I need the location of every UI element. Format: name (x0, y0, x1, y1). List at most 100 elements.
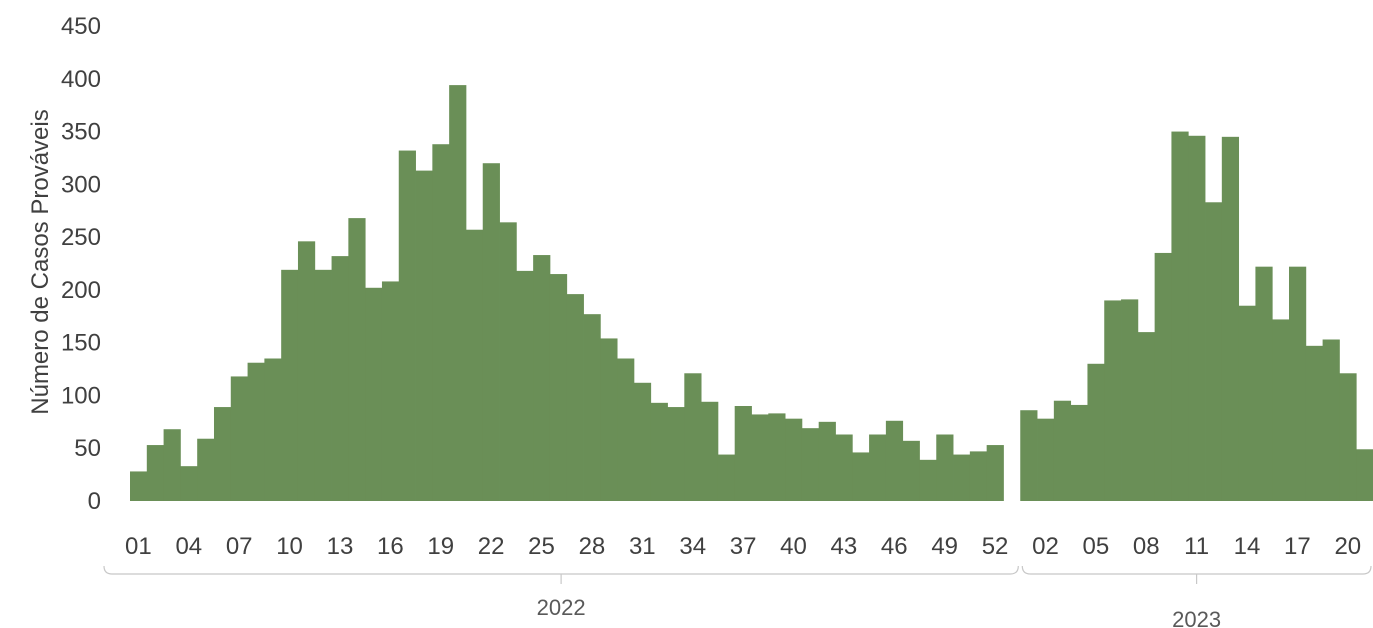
bar (633, 382, 652, 501)
y-tick-label: 400 (61, 66, 101, 93)
bar (1238, 305, 1256, 501)
bar (1305, 345, 1324, 501)
bars (130, 85, 1373, 502)
y-tick-label: 300 (61, 171, 101, 198)
bar (180, 466, 198, 501)
bar (1205, 202, 1223, 501)
bar (281, 269, 299, 501)
x-tick-label: 31 (629, 533, 656, 560)
x-tick-label: 46 (881, 533, 908, 560)
bar (1020, 410, 1038, 501)
bar (1322, 339, 1340, 501)
bar (365, 287, 383, 501)
bar (213, 407, 232, 501)
bar (885, 420, 904, 501)
bar (130, 471, 148, 501)
bar (146, 445, 164, 501)
bar (869, 434, 887, 501)
bar (1137, 332, 1156, 501)
bar (684, 373, 702, 501)
bar (381, 281, 400, 501)
x-tick-label: 13 (327, 533, 354, 560)
bar (1221, 136, 1240, 501)
x-tick-label: 43 (831, 533, 858, 560)
bar (1255, 266, 1273, 501)
bar (516, 270, 534, 501)
bar (1070, 404, 1088, 501)
y-axis-ticks: 0 50 100 150 200 250 300 350 400 450 (61, 13, 101, 515)
y-tick-label: 50 (74, 435, 101, 462)
bar (314, 269, 332, 501)
bar (348, 218, 366, 502)
bar (398, 150, 416, 501)
bar (902, 440, 920, 501)
bar (533, 255, 551, 501)
year-label: 2022 (537, 595, 586, 620)
bar (667, 407, 685, 501)
x-tick-label: 07 (226, 533, 253, 560)
y-tick-label: 250 (61, 224, 101, 251)
x-tick-label: 16 (377, 533, 404, 560)
bar (583, 314, 601, 501)
bar (331, 256, 349, 501)
bar (1121, 299, 1139, 501)
x-tick-label: 17 (1284, 533, 1311, 560)
bar (465, 229, 484, 501)
bar (482, 163, 500, 501)
x-tick-label: 10 (276, 533, 303, 560)
bar (1053, 400, 1072, 501)
bar (768, 413, 786, 501)
x-tick-label: 37 (730, 533, 757, 560)
y-tick-label: 450 (61, 13, 101, 40)
bar (566, 294, 584, 501)
bar (617, 358, 635, 501)
bar (1037, 418, 1055, 501)
bar (1272, 319, 1290, 501)
bar (936, 434, 954, 501)
bar (1154, 252, 1172, 501)
bar (1339, 373, 1357, 501)
bar (1356, 449, 1373, 501)
x-tick-label: 25 (528, 533, 555, 560)
x-tick-label: 49 (931, 533, 958, 560)
bar (701, 401, 719, 501)
year-brackets (103, 565, 1372, 584)
x-tick-label: 52 (982, 533, 1009, 560)
bar (751, 414, 769, 501)
bar (835, 434, 853, 501)
bar (1188, 135, 1206, 501)
bar (163, 429, 181, 501)
x-tick-label: 05 (1082, 533, 1109, 560)
year-labels: 2022 2023 (537, 595, 1221, 628)
x-tick-label: 19 (427, 533, 454, 560)
bar (1087, 363, 1105, 501)
y-tick-label: 150 (61, 330, 101, 357)
year-label: 2023 (1172, 607, 1221, 628)
year-bracket (103, 565, 1019, 575)
x-tick-label: 40 (780, 533, 807, 560)
x-tick-label: 04 (175, 533, 202, 560)
x-tick-label: 28 (579, 533, 606, 560)
bar (986, 445, 1004, 501)
y-tick-label: 100 (61, 382, 101, 409)
bar (230, 376, 248, 501)
bar (264, 358, 282, 501)
x-tick-label: 34 (679, 533, 706, 560)
bar (818, 421, 836, 501)
x-tick-label: 11 (1184, 533, 1209, 560)
x-tick-label: 08 (1133, 533, 1160, 560)
x-tick-label: 01 (125, 533, 152, 560)
bar (717, 454, 736, 501)
bar (197, 438, 215, 501)
bar (852, 452, 870, 501)
bar (919, 459, 937, 501)
bar (650, 402, 668, 501)
bar (449, 85, 467, 502)
bar (499, 222, 517, 501)
y-tick-label: 350 (61, 119, 101, 146)
bar (969, 451, 988, 501)
bar (1289, 266, 1307, 501)
y-axis-title: Número de Casos Prováveis (27, 109, 54, 414)
bar (297, 241, 316, 501)
